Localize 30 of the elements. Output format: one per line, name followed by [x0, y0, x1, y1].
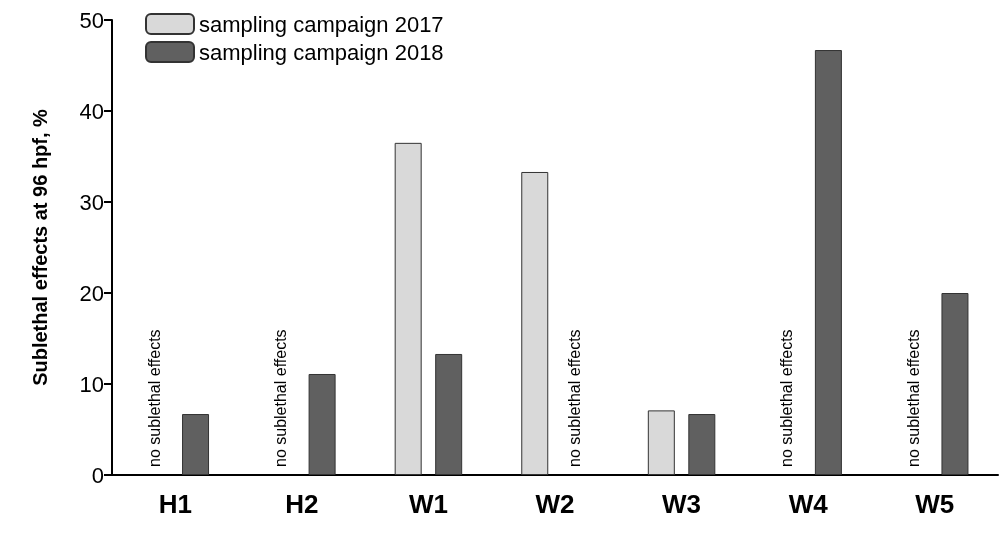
legend-label: sampling campaign 2018 [199, 39, 444, 65]
bar [688, 414, 716, 475]
y-tick-label: 30 [79, 189, 104, 215]
y-tick-label: 10 [79, 371, 104, 397]
x-tick-label: W3 [662, 489, 702, 519]
bar [814, 50, 842, 475]
y-tick-label: 20 [79, 280, 104, 306]
y-tick-label: 40 [79, 98, 104, 124]
x-tick-label: W4 [788, 489, 829, 519]
bar [182, 414, 210, 475]
annotation: no sublethal effects [565, 329, 583, 467]
annotation: no sublethal effects [904, 329, 922, 467]
x-tick-label: W2 [535, 489, 575, 519]
y-axis-title: Sublethal effects at 96 hpf, % [29, 108, 51, 386]
x-tick-label: W5 [915, 489, 955, 519]
x-tick-label: H1 [158, 489, 192, 519]
y-tick-label: 0 [91, 462, 104, 488]
bar [647, 410, 675, 475]
annotation: no sublethal effects [272, 329, 290, 467]
bar [521, 171, 549, 475]
bar [941, 293, 969, 475]
bar [394, 142, 422, 475]
x-tick-label: H2 [285, 489, 319, 519]
y-tick-label: 50 [79, 7, 104, 33]
bar [435, 353, 463, 475]
annotation: no sublethal effects [778, 329, 796, 467]
bar [308, 373, 336, 475]
legend-label: sampling campaign 2017 [199, 11, 444, 37]
annotation: no sublethal effects [145, 329, 163, 467]
x-tick-label: W1 [408, 489, 448, 519]
